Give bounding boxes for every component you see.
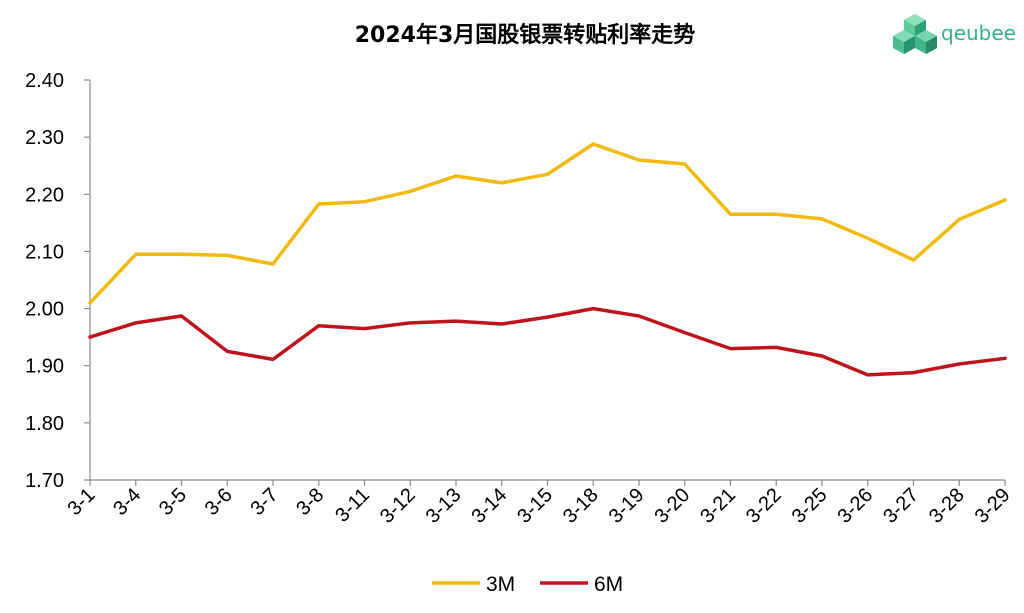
x-tick-label: 3-6 [201, 484, 237, 520]
x-tick-label: 3-22 [742, 484, 786, 528]
logo-text: qeubee [941, 21, 1016, 45]
x-tick-label: 3-14 [467, 484, 511, 528]
y-tick-label: 1.70 [25, 470, 64, 492]
x-tick-label: 3-28 [925, 484, 969, 528]
x-tick-label: 3-21 [696, 484, 740, 528]
legend: 3M 6M [432, 573, 623, 596]
x-tick-label: 3-29 [971, 484, 1015, 528]
y-tick-label: 2.40 [25, 70, 64, 92]
x-tick-label: 3-5 [155, 484, 191, 520]
qeubee-logo: qeubee [893, 14, 1016, 54]
y-tick-label: 1.80 [25, 413, 64, 435]
chart-title: 2024年3月国股银票转贴利率走势 [355, 22, 696, 48]
x-tick-label: 3-25 [788, 484, 832, 528]
x-tick-label: 3-19 [605, 484, 649, 528]
x-tick-label: 3-12 [376, 484, 420, 528]
y-tick-label: 2.30 [25, 127, 64, 149]
legend-label-3m: 3M [486, 573, 515, 596]
x-tick-label: 3-1 [64, 484, 100, 520]
x-tick-label: 3-20 [650, 484, 694, 528]
y-tick-label: 2.20 [25, 184, 64, 206]
series-layer [88, 142, 1007, 377]
series-line-3m [88, 142, 1007, 305]
x-tick-label: 3-18 [559, 484, 603, 528]
y-axis: 2.40 2.30 2.20 2.10 2.00 1.90 1.80 1.70 [25, 70, 91, 492]
y-tick-label: 1.90 [25, 356, 64, 378]
x-tick-label: 3-7 [247, 484, 283, 520]
x-tick-label: 3-15 [513, 484, 557, 528]
series-line-6m [88, 306, 1007, 377]
x-tick-label: 3-4 [109, 484, 145, 520]
x-tick-label: 3-26 [833, 484, 877, 528]
legend-label-6m: 6M [594, 573, 623, 596]
x-tick-label: 3-11 [331, 484, 374, 527]
x-axis: 3-1 3-4 3-5 3-6 3-7 3-8 3-11 3-12 3-13 3-14 3-15 3-… [64, 479, 1015, 528]
y-tick-label: 2.00 [25, 299, 64, 321]
x-tick-label: 3-13 [422, 484, 466, 528]
hexagon-cubes-icon [893, 14, 937, 54]
x-tick-label: 3-8 [292, 484, 328, 520]
x-tick-label: 3-27 [879, 484, 923, 528]
y-tick-label: 2.10 [25, 241, 64, 263]
